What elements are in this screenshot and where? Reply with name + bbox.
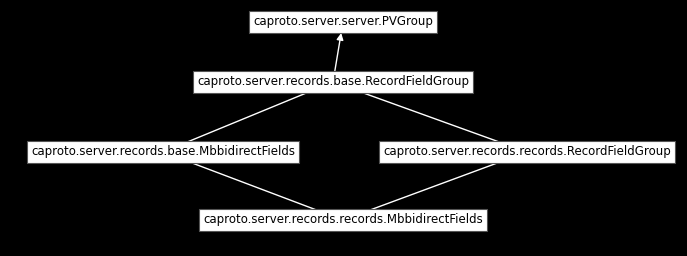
Text: caproto.server.records.records.MbbidirectFields: caproto.server.records.records.Mbbidirec… <box>203 214 483 227</box>
Text: caproto.server.records.base.RecordFieldGroup: caproto.server.records.base.RecordFieldG… <box>197 76 469 89</box>
Text: caproto.server.server.PVGroup: caproto.server.server.PVGroup <box>253 16 433 28</box>
Text: caproto.server.records.records.RecordFieldGroup: caproto.server.records.records.RecordFie… <box>383 145 671 158</box>
Text: caproto.server.records.base.MbbidirectFields: caproto.server.records.base.MbbidirectFi… <box>31 145 295 158</box>
